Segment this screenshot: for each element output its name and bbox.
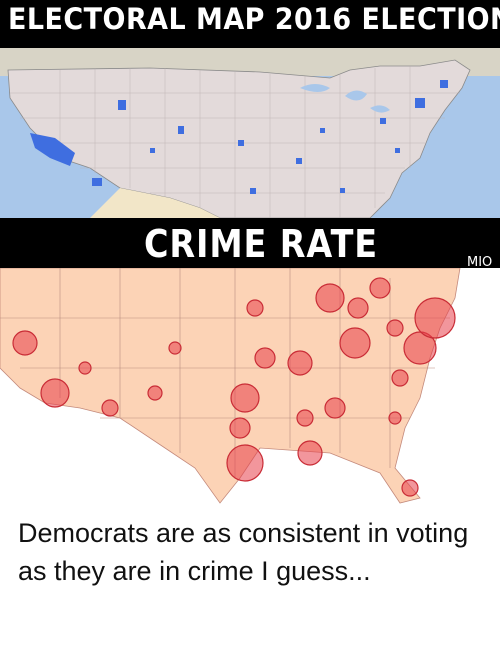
crime-circle xyxy=(347,297,369,319)
crime-circle xyxy=(414,297,456,339)
crime-circle xyxy=(230,383,260,413)
crime-circle xyxy=(101,399,119,417)
crime-circle xyxy=(287,350,313,376)
crime-rate-map xyxy=(0,268,500,508)
top-title-band: ELECTORAL MAP 2016 ELECTION xyxy=(0,0,500,48)
county-lines xyxy=(10,66,460,218)
crime-circle xyxy=(297,440,323,466)
crime-circle xyxy=(254,347,276,369)
crime-circle xyxy=(386,319,404,337)
electoral-map-title: ELECTORAL MAP 2016 ELECTION xyxy=(8,2,500,36)
caption-text: Democrats are as consistent in voting as… xyxy=(18,518,469,586)
crime-circle xyxy=(324,397,346,419)
crime-circle xyxy=(147,385,163,401)
crime-circle xyxy=(229,417,251,439)
democrat-counties xyxy=(30,80,448,194)
crime-circle xyxy=(78,361,92,375)
crime-circle xyxy=(12,330,38,356)
crime-circle xyxy=(296,409,314,427)
crime-circle xyxy=(168,341,182,355)
crime-circle xyxy=(339,327,371,359)
crime-circles xyxy=(12,277,456,497)
mexico-region xyxy=(90,188,220,218)
mio-logo: MIO xyxy=(467,255,493,270)
crime-circle xyxy=(40,378,70,408)
crime-circle xyxy=(391,369,409,387)
crime-circle xyxy=(246,299,264,317)
crime-circle xyxy=(401,479,419,497)
crime-rate-title: CRIME RATE xyxy=(144,222,378,266)
great-lakes xyxy=(300,84,390,113)
electoral-map xyxy=(0,48,500,218)
crime-circle xyxy=(226,444,264,482)
crime-circle xyxy=(315,283,345,313)
crime-circle xyxy=(369,277,391,299)
crime-rate-band: CRIME RATE xyxy=(0,218,500,268)
crime-circle xyxy=(388,411,402,425)
